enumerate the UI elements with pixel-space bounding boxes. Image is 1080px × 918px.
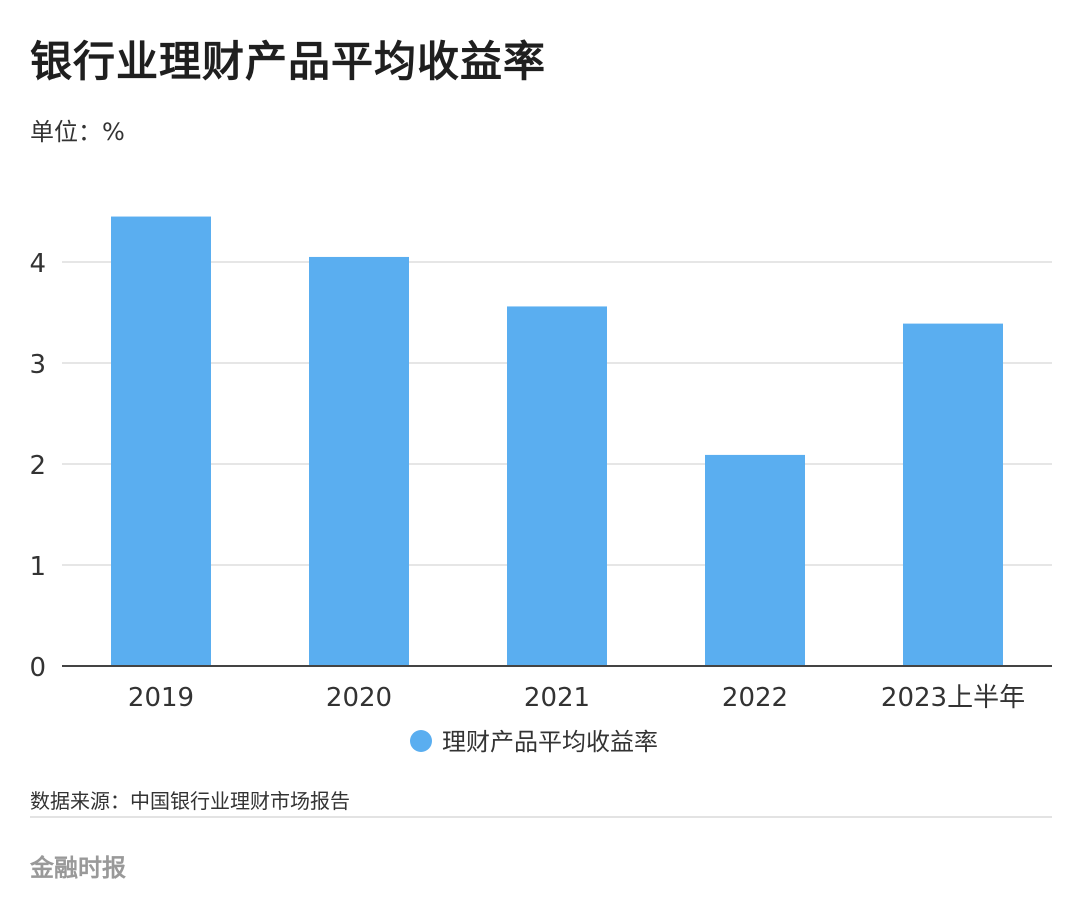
y-tick-label: 0 [29, 653, 46, 683]
y-tick-label: 2 [29, 451, 46, 481]
chart-title: 银行业理财产品平均收益率 [30, 37, 547, 86]
bar [507, 306, 607, 666]
bar [309, 256, 409, 666]
x-tick-label: 2022 [722, 683, 788, 713]
y-tick-label: 3 [29, 350, 46, 380]
legend-marker [410, 730, 432, 752]
bar [705, 454, 805, 666]
bar [903, 323, 1003, 666]
x-tick-label: 2023上半年 [881, 683, 1025, 713]
y-tick-label: 4 [29, 249, 46, 279]
divider [30, 816, 1052, 818]
brand-name: 金融时报 [30, 854, 126, 882]
x-tick-label: 2020 [326, 683, 392, 713]
bar [111, 216, 211, 667]
data-source: 数据来源：中国银行业理财市场报告 [30, 789, 350, 813]
unit-label: 单位：% [30, 118, 125, 146]
x-tick-label: 2021 [524, 683, 590, 713]
y-tick-label: 1 [29, 552, 46, 582]
x-tick-label: 2019 [128, 683, 194, 713]
legend-label: 理财产品平均收益率 [442, 728, 658, 756]
